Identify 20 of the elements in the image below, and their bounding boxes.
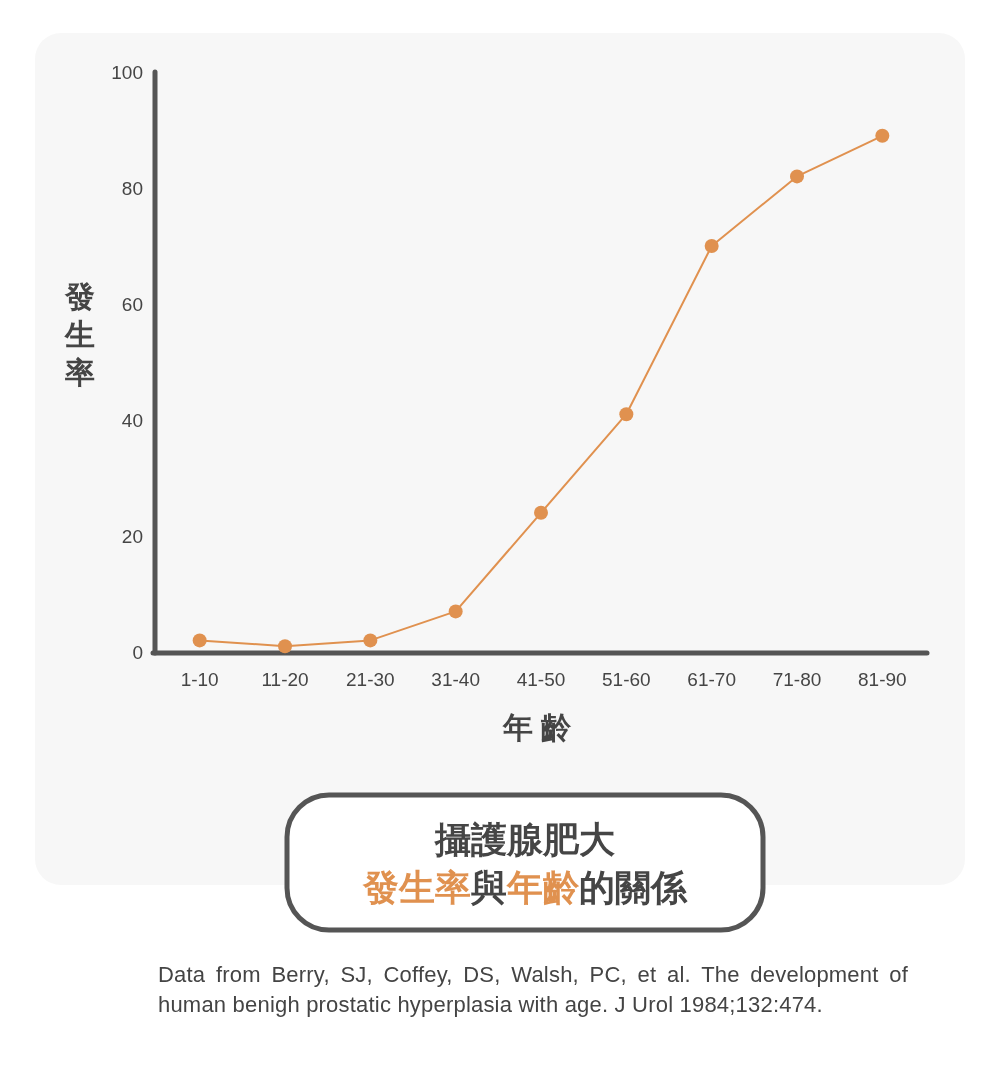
annotation: Data from Berry, SJ, Coffey, DS, Walsh, PC, et al. The development of human benigh prostatic hyperplasia with age. J Urol 1984;132:474. [158, 961, 908, 1019]
x-tick-label: 11-20 [261, 668, 309, 690]
x-axis-title: 年齡 [503, 710, 579, 744]
x-tick-label: 51-60 [602, 668, 651, 690]
subtitle: 發生率與年齡的關係 [363, 866, 687, 908]
title: 攝護腺肥大 [435, 818, 615, 860]
x-tick-label: 41-50 [516, 668, 566, 690]
x-tick-label: 61-70 [687, 668, 736, 690]
y-tick-label: 20 [121, 525, 143, 547]
y-tick-label: 80 [121, 177, 143, 199]
x-tick-label: 81-90 [858, 668, 907, 690]
y-tick-label: 60 [121, 293, 143, 315]
y-axis-title: 發生率 [65, 279, 95, 389]
x-tick-label: 21-30 [346, 668, 395, 690]
y-tick-label: 0 [132, 641, 143, 663]
x-tick-label: 31-40 [431, 668, 480, 690]
x-tick-label: 1-10 [180, 668, 219, 690]
y-tick-label: 40 [121, 409, 143, 431]
y-tick-label: 100 [111, 61, 143, 83]
x-tick-label: 71-80 [772, 668, 822, 690]
